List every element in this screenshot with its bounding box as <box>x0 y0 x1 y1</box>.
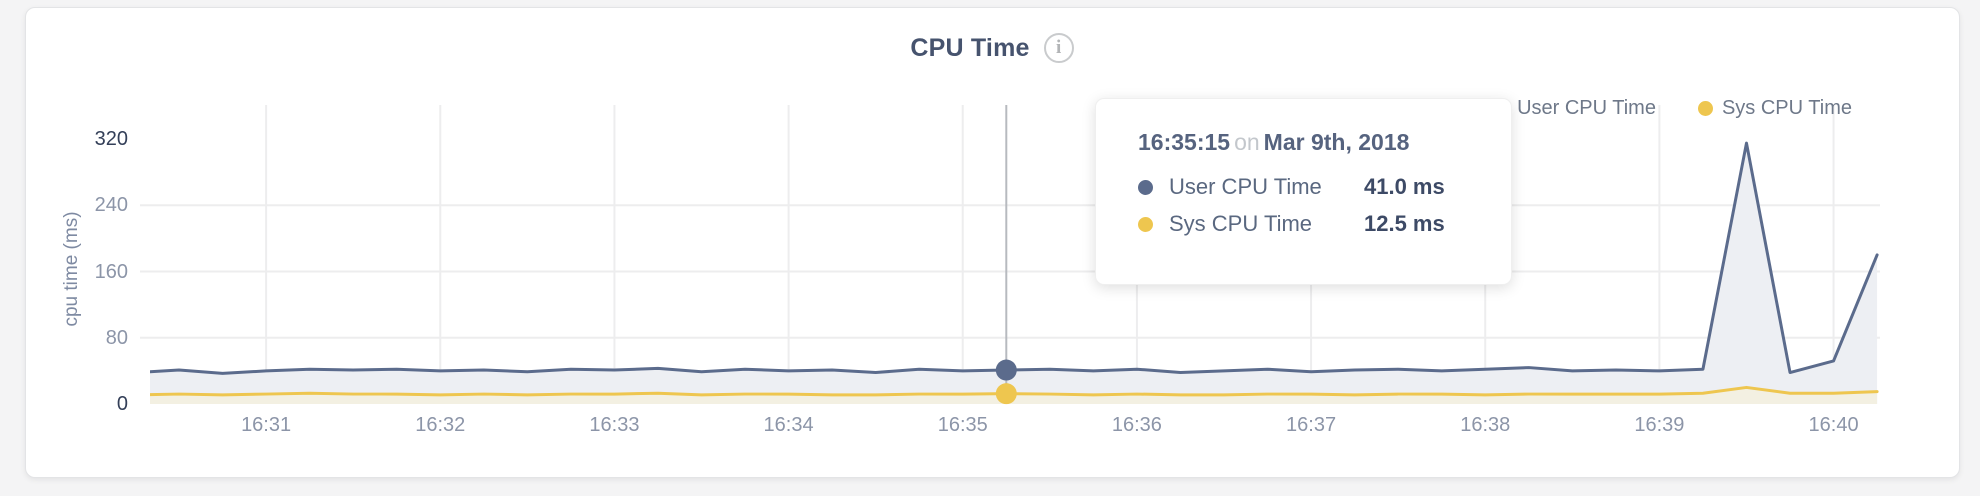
x-tick-label: 16:36 <box>1111 414 1162 436</box>
tooltip-row-sys: Sys CPU Time 12.5 ms <box>1138 211 1481 237</box>
x-tick-label: 16:33 <box>589 414 640 436</box>
y-tick-label: 0 <box>116 393 128 415</box>
tooltip-dot-user-icon <box>1138 179 1153 195</box>
user-cpu-area <box>150 143 1878 404</box>
user-point-marker <box>995 359 1017 381</box>
y-tick-label: 240 <box>94 194 128 217</box>
chart-title: CPU Time <box>910 33 1030 62</box>
tooltip-value-user: 41.0 ms <box>1364 174 1445 199</box>
x-tick-label: 16:38 <box>1460 414 1511 436</box>
tooltip-value-sys: 12.5 ms <box>1364 211 1445 236</box>
sys-point-marker <box>995 383 1017 405</box>
x-tick-label: 16:40 <box>1808 414 1859 436</box>
x-tick-label: 16:34 <box>763 414 814 436</box>
x-tick-label: 16:32 <box>415 414 466 436</box>
x-tick-label: 16:31 <box>241 414 292 436</box>
y-tick-label: 80 <box>105 326 128 349</box>
tooltip-dot-sys-icon <box>1138 216 1153 232</box>
info-icon[interactable]: i <box>1043 33 1074 63</box>
chart-legend: User CPU Time Sys CPU Time <box>1493 96 1852 120</box>
y-tick-label: 320 <box>94 128 128 150</box>
tooltip-time: 16:35:15 <box>1138 129 1231 155</box>
legend-dot-sys-icon <box>1697 100 1713 116</box>
chart-tooltip: 16:35:15 on Mar 9th, 2018 User CPU Time 41… <box>1095 98 1512 285</box>
legend-item-user-cpu-time[interactable]: User CPU Time <box>1493 97 1656 120</box>
chart-header: CPU Time i <box>25 30 1959 66</box>
legend-label-sys: Sys CPU Time <box>1721 96 1852 119</box>
y-tick-label: 160 <box>94 260 128 283</box>
legend-item-sys-cpu-time[interactable]: Sys CPU Time <box>1697 96 1852 120</box>
tooltip-row-user: User CPU Time 41.0 ms <box>1138 174 1481 200</box>
tooltip-timestamp: 16:35:15 on Mar 9th, 2018 <box>1138 129 1481 156</box>
tooltip-connector: on <box>1234 129 1260 155</box>
x-tick-label: 16:39 <box>1634 414 1685 436</box>
legend-label-user: User CPU Time <box>1517 96 1656 119</box>
tooltip-label-user: User CPU Time <box>1169 174 1322 199</box>
tooltip-label-sys: Sys CPU Time <box>1169 211 1313 236</box>
x-tick-label: 16:37 <box>1286 414 1337 436</box>
tooltip-date: Mar 9th, 2018 <box>1263 129 1410 155</box>
x-tick-label: 16:35 <box>937 414 988 436</box>
